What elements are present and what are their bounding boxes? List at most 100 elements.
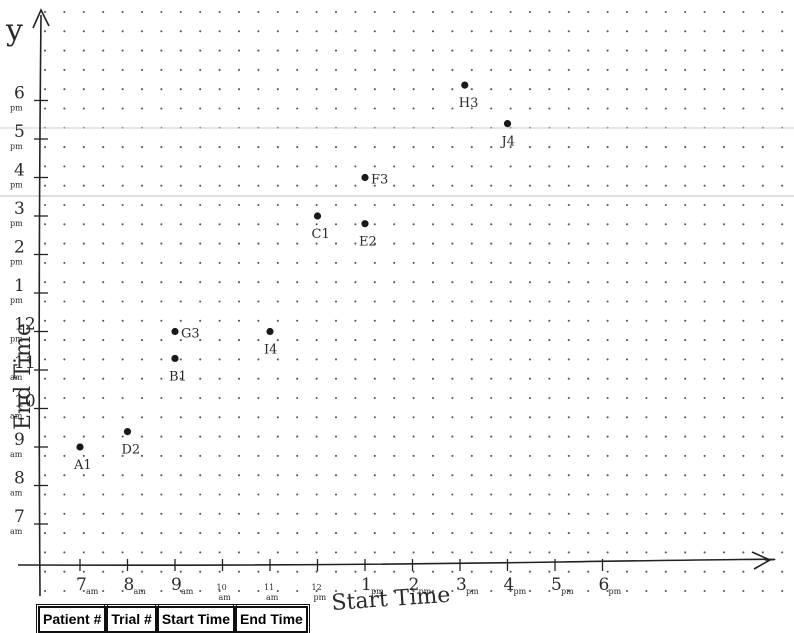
grid-dot xyxy=(490,454,493,457)
grid-dot xyxy=(237,416,241,419)
grid-dot xyxy=(218,88,221,91)
grid-dot xyxy=(199,512,202,515)
x-tick-sublabel: pm xyxy=(314,593,327,602)
grid-dot xyxy=(703,49,706,52)
grid-dot xyxy=(490,184,493,187)
grid-dot xyxy=(781,281,784,284)
grid-dot xyxy=(276,203,279,207)
grid-dot xyxy=(102,49,105,52)
grid-dot xyxy=(354,435,357,438)
grid-dot xyxy=(218,10,221,14)
grid-dot xyxy=(412,493,415,496)
grid-dot xyxy=(645,319,648,322)
grid-dot xyxy=(218,300,221,303)
grid-dot xyxy=(199,261,202,264)
grid-dot xyxy=(82,146,85,149)
grid-dot xyxy=(722,435,726,438)
grid-dot xyxy=(684,242,687,245)
grid-dot xyxy=(509,532,512,535)
y-tick-sublabel: am xyxy=(10,489,23,498)
grid-dot xyxy=(412,10,415,14)
grid-dot xyxy=(199,454,202,457)
grid-dot xyxy=(451,281,454,284)
grid-dot xyxy=(354,532,357,535)
grid-dot xyxy=(509,146,512,149)
data-point-label: A1 xyxy=(73,458,92,473)
grid-dot xyxy=(393,512,396,515)
data-point xyxy=(123,428,132,436)
grid-dot xyxy=(606,88,609,91)
grid-dot xyxy=(121,319,124,322)
grid-dot xyxy=(334,88,338,91)
grid-dot xyxy=(102,396,105,400)
grid-dot xyxy=(509,242,512,245)
grid-dot xyxy=(199,242,202,245)
grid-dot xyxy=(218,261,221,264)
grid-dot xyxy=(490,435,493,438)
grid-dot xyxy=(684,570,687,573)
grid-dot xyxy=(761,184,764,187)
grid-dot xyxy=(528,493,532,496)
grid-dot xyxy=(393,49,396,52)
grid-dot xyxy=(470,435,473,438)
grid-dot xyxy=(412,30,415,33)
grid-dot xyxy=(315,435,318,438)
grid-dot xyxy=(82,184,85,187)
grid-dot xyxy=(470,223,473,226)
grid-dot xyxy=(257,107,260,110)
grid-dot xyxy=(334,68,338,71)
grid-dot xyxy=(684,10,687,14)
grid-dot xyxy=(431,49,435,52)
grid-dot xyxy=(43,339,47,342)
grid-dot xyxy=(82,396,85,400)
grid-dot xyxy=(393,88,396,91)
grid-dot xyxy=(567,551,570,554)
grid-dot xyxy=(490,570,493,573)
grid-dot xyxy=(703,242,706,245)
grid-dot xyxy=(664,416,667,419)
grid-dot xyxy=(722,261,726,264)
x-axis-label: Start Time xyxy=(331,583,451,616)
axes: y xyxy=(5,8,776,597)
grid-dot xyxy=(373,184,376,187)
grid-dot xyxy=(140,339,144,342)
grid-dot xyxy=(722,532,726,535)
grid-dot xyxy=(412,396,415,400)
grid-dot xyxy=(82,474,85,477)
grid-dot xyxy=(140,570,144,573)
grid-dot xyxy=(257,68,260,71)
grid-dot xyxy=(781,396,784,400)
y-axis-label: End Time xyxy=(11,323,36,430)
grid-dot xyxy=(102,493,105,496)
grid-dot xyxy=(160,589,163,593)
grid-dot xyxy=(160,88,163,91)
grid-dot xyxy=(761,49,764,52)
grid-dot xyxy=(490,281,493,284)
grid-dot xyxy=(334,242,338,245)
grid-dot xyxy=(645,358,648,361)
grid-dot xyxy=(315,203,318,207)
grid-dot xyxy=(684,512,687,515)
grid-dot xyxy=(587,184,590,187)
grid-dot xyxy=(82,281,85,284)
grid-dot xyxy=(296,107,299,110)
grid-dot xyxy=(334,223,338,226)
grid-dot xyxy=(82,223,85,226)
grid-dot xyxy=(334,319,338,322)
x-tick-sublabel: pm xyxy=(371,587,384,596)
grid-dot xyxy=(43,68,47,71)
grid-dot xyxy=(722,551,726,554)
grid-dot xyxy=(393,551,396,554)
grid-dot xyxy=(684,435,687,438)
grid-dot xyxy=(218,281,221,284)
grid-dot xyxy=(412,589,415,593)
grid-dot xyxy=(121,223,124,226)
grid-dot xyxy=(664,474,667,477)
grid-dot xyxy=(606,358,609,361)
grid-dot xyxy=(160,165,163,168)
grid-dot xyxy=(470,339,473,342)
grid-dot xyxy=(296,551,299,554)
grid-dot xyxy=(373,281,376,284)
grid-dot xyxy=(296,589,299,593)
grid-dot xyxy=(63,146,66,149)
